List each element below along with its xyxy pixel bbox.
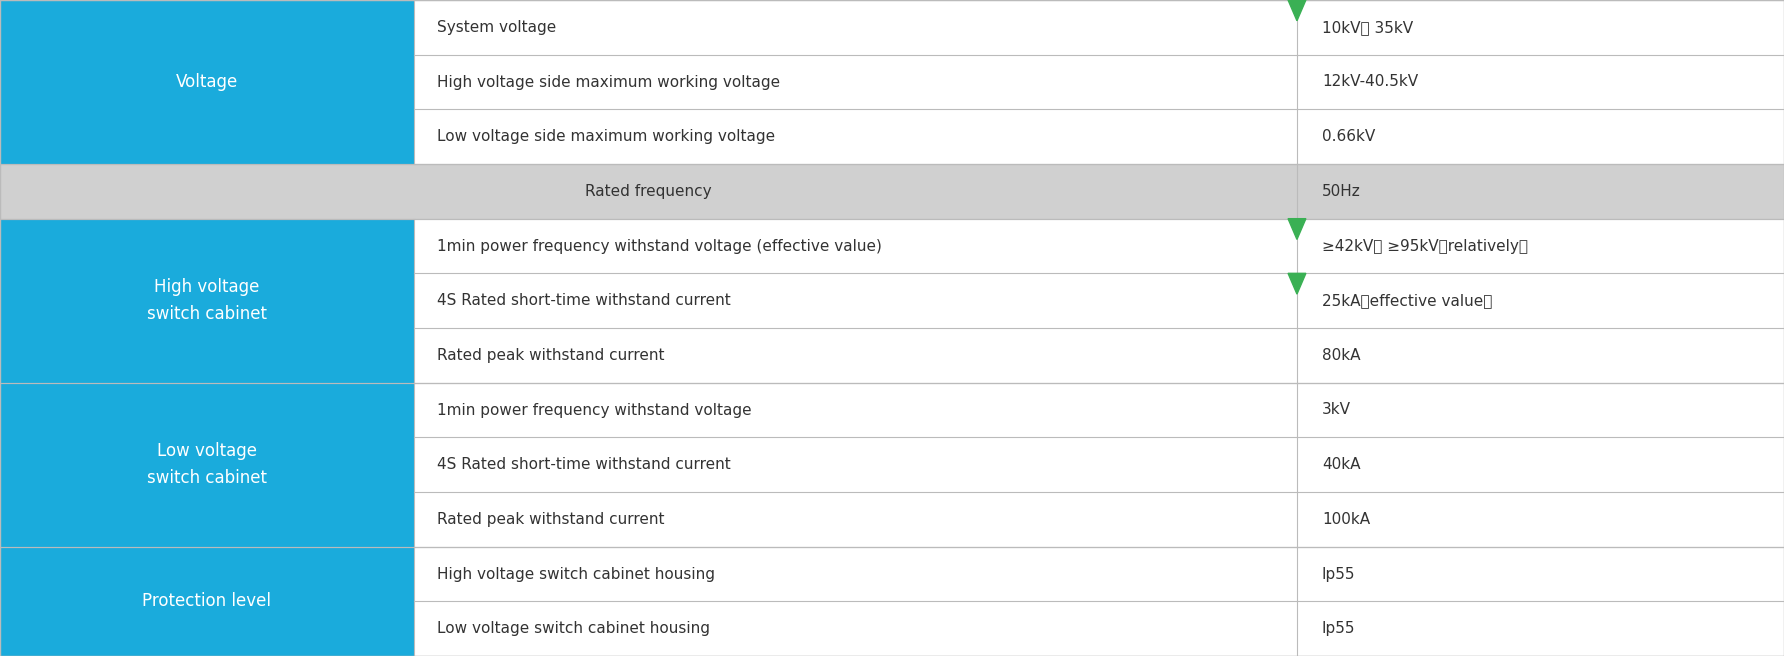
Bar <box>414 0 1297 54</box>
Text: 100kA: 100kA <box>1322 512 1370 527</box>
Bar <box>0 164 1297 218</box>
Text: Voltage: Voltage <box>177 73 237 91</box>
Text: 40kA: 40kA <box>1322 457 1361 472</box>
Bar <box>1297 110 1784 164</box>
Bar <box>414 546 1297 602</box>
Polygon shape <box>1288 0 1306 21</box>
Polygon shape <box>1288 218 1306 239</box>
Text: Protection level: Protection level <box>143 592 271 610</box>
Bar <box>414 328 1297 382</box>
Bar <box>1297 328 1784 382</box>
Bar <box>1297 0 1784 54</box>
Text: High voltage
switch cabinet: High voltage switch cabinet <box>146 278 268 323</box>
Bar <box>1297 274 1784 328</box>
Bar <box>414 382 1297 438</box>
Text: 50Hz: 50Hz <box>1322 184 1361 199</box>
Bar <box>0 0 414 164</box>
Bar <box>414 274 1297 328</box>
Text: Ip55: Ip55 <box>1322 621 1356 636</box>
Bar <box>1297 218 1784 274</box>
Text: Ip55: Ip55 <box>1322 567 1356 581</box>
Text: High voltage switch cabinet housing: High voltage switch cabinet housing <box>437 567 715 581</box>
Bar <box>1297 438 1784 492</box>
Text: 4S Rated short-time withstand current: 4S Rated short-time withstand current <box>437 293 731 308</box>
Polygon shape <box>1288 274 1306 294</box>
Bar <box>0 546 414 656</box>
Text: 3kV: 3kV <box>1322 403 1350 417</box>
Bar <box>0 218 414 382</box>
Text: 80kA: 80kA <box>1322 348 1361 363</box>
Text: Rated frequency: Rated frequency <box>585 184 712 199</box>
Text: Low voltage switch cabinet housing: Low voltage switch cabinet housing <box>437 621 710 636</box>
Bar <box>414 492 1297 546</box>
Bar <box>1297 602 1784 656</box>
Text: 25kA（effective value）: 25kA（effective value） <box>1322 293 1493 308</box>
Text: ≥42kV、 ≥95kV（relatively）: ≥42kV、 ≥95kV（relatively） <box>1322 239 1527 253</box>
Bar <box>1297 546 1784 602</box>
Bar <box>414 602 1297 656</box>
Text: 12kV-40.5kV: 12kV-40.5kV <box>1322 75 1418 89</box>
Text: 1min power frequency withstand voltage: 1min power frequency withstand voltage <box>437 403 751 417</box>
Text: Low voltage side maximum working voltage: Low voltage side maximum working voltage <box>437 129 776 144</box>
Text: Rated peak withstand current: Rated peak withstand current <box>437 348 665 363</box>
Text: 4S Rated short-time withstand current: 4S Rated short-time withstand current <box>437 457 731 472</box>
Bar <box>0 382 414 546</box>
Bar <box>414 438 1297 492</box>
Text: System voltage: System voltage <box>437 20 557 35</box>
Bar <box>414 110 1297 164</box>
Text: Rated peak withstand current: Rated peak withstand current <box>437 512 665 527</box>
Bar <box>1297 164 1784 218</box>
Text: 10kV、 35kV: 10kV、 35kV <box>1322 20 1413 35</box>
Text: 0.66kV: 0.66kV <box>1322 129 1375 144</box>
Bar <box>414 218 1297 274</box>
Text: Low voltage
switch cabinet: Low voltage switch cabinet <box>146 442 268 487</box>
Bar <box>414 54 1297 110</box>
Bar <box>1297 492 1784 546</box>
Text: High voltage side maximum working voltage: High voltage side maximum working voltag… <box>437 75 780 89</box>
Bar <box>1297 54 1784 110</box>
Bar <box>1297 382 1784 438</box>
Text: 1min power frequency withstand voltage (effective value): 1min power frequency withstand voltage (… <box>437 239 881 253</box>
